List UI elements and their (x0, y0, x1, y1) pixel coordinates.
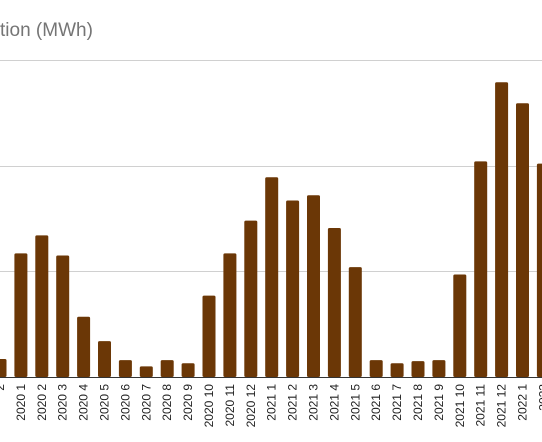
x-tick-label: 2021 2 (286, 384, 300, 421)
bar-2020-1 (14, 253, 28, 377)
bar-2021-6 (369, 360, 383, 377)
x-tick-label: 2020 9 (181, 384, 195, 421)
chart-title: tion (MWh) (0, 20, 93, 41)
x-tick-label: 2021 10 (453, 384, 467, 428)
x-tick-label: 2020 8 (160, 384, 174, 421)
x-tick-label: 2020 12 (244, 384, 258, 428)
bar-2021-3 (307, 195, 320, 377)
bar-2020-6 (118, 360, 132, 377)
x-tick-label: 2021 12 (495, 384, 509, 428)
x-tick-label: 2020 2 (35, 384, 49, 421)
x-tick-label: 2020 4 (77, 384, 91, 421)
bar-2021-9 (432, 360, 446, 377)
bars (0, 82, 542, 378)
x-tick-label: 2020 7 (139, 384, 153, 421)
x-tick-label: 2021 9 (432, 384, 446, 421)
bar-2020-12 (244, 220, 258, 377)
bar-2020-4 (77, 316, 91, 377)
bar-2021-4 (327, 228, 341, 377)
bar-2021-8 (411, 361, 425, 377)
x-tick-label: 2021 7 (390, 384, 404, 421)
x-tick-label: 2021 11 (474, 384, 488, 427)
x-tick-label: 2020 1 (14, 384, 28, 421)
x-tick-label: 2020 5 (98, 384, 112, 421)
x-tick-labels: 2 2020 1 2020 2 2020 3 2020 4 2020 5 2020 6 202… (0, 384, 542, 428)
bar-2020-9 (181, 363, 195, 377)
bar-2021-2 (286, 200, 300, 377)
bar-2021-1 (265, 177, 279, 377)
bar-2021-7 (390, 363, 404, 377)
bar-2020-5 (98, 341, 111, 377)
bar-2020-10 (202, 295, 216, 377)
bar-2020-11 (223, 253, 237, 377)
x-tick-label: 2022 (536, 384, 542, 411)
x-tick-label: 2021 8 (411, 384, 425, 421)
x-tick-label: 2021 4 (327, 384, 341, 421)
bar-2022-1 (516, 103, 529, 378)
x-tick-label: 2021 5 (348, 384, 362, 421)
x-tick-label: 2021 1 (265, 384, 279, 421)
bar-2021-5 (348, 267, 362, 377)
x-tick-label: 2020 3 (56, 384, 70, 421)
x-tick-label: 2 (0, 384, 7, 391)
bar-2019-12 (0, 359, 7, 377)
x-tick-label: 2021 6 (369, 384, 383, 421)
x-tick-label: 2020 6 (118, 384, 132, 421)
bar-2020-8 (160, 360, 174, 377)
x-tick-label: 2020 10 (202, 384, 216, 428)
x-tick-label: 2020 11 (223, 384, 237, 427)
bar-2021-11 (474, 161, 488, 377)
x-tick-label: 2021 3 (307, 384, 321, 421)
x-tick-label: 2022 1 (516, 384, 530, 421)
bar-2021-12 (495, 82, 509, 377)
bar-2020-2 (35, 235, 49, 377)
bar-2021-10 (453, 274, 467, 377)
bar-2022-2 (536, 163, 542, 377)
bar-2020-3 (56, 255, 70, 377)
bar-2020-7 (139, 366, 153, 377)
